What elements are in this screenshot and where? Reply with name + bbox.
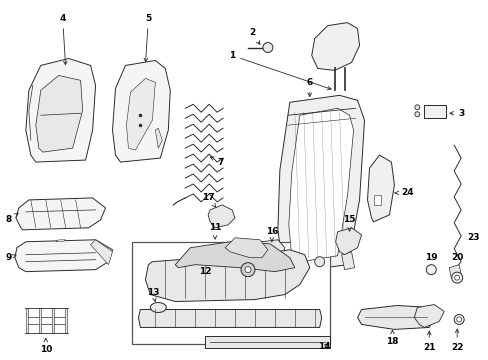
Text: 11: 11 — [208, 223, 221, 239]
Polygon shape — [413, 305, 443, 328]
Circle shape — [314, 257, 324, 267]
Text: 9: 9 — [6, 253, 16, 262]
Polygon shape — [90, 240, 112, 265]
Polygon shape — [64, 307, 66, 333]
Bar — [205, 336, 329, 348]
Polygon shape — [52, 307, 54, 333]
Polygon shape — [56, 240, 65, 242]
Polygon shape — [341, 252, 354, 270]
Polygon shape — [285, 255, 294, 272]
Text: 13: 13 — [147, 288, 159, 302]
Text: 22: 22 — [450, 329, 463, 352]
Polygon shape — [224, 238, 267, 258]
Text: 3: 3 — [449, 109, 463, 118]
Text: 23: 23 — [466, 233, 478, 242]
Polygon shape — [26, 58, 95, 162]
Text: 4: 4 — [60, 14, 67, 65]
Polygon shape — [126, 78, 155, 150]
Circle shape — [241, 263, 254, 276]
Circle shape — [426, 265, 435, 275]
Circle shape — [414, 112, 419, 117]
Text: 18: 18 — [386, 330, 398, 346]
Text: 17: 17 — [202, 193, 216, 207]
Polygon shape — [374, 195, 381, 205]
Text: 2: 2 — [248, 28, 259, 44]
Circle shape — [244, 267, 250, 273]
Text: 21: 21 — [422, 331, 435, 352]
Polygon shape — [367, 155, 394, 222]
Polygon shape — [145, 250, 309, 302]
Circle shape — [456, 317, 461, 322]
Text: 8: 8 — [6, 213, 18, 224]
Polygon shape — [175, 242, 294, 272]
Polygon shape — [36, 75, 82, 152]
Polygon shape — [26, 307, 28, 333]
Circle shape — [263, 42, 272, 53]
Polygon shape — [288, 108, 353, 262]
Polygon shape — [258, 240, 285, 260]
Polygon shape — [15, 240, 112, 272]
Text: 6: 6 — [306, 78, 312, 96]
Polygon shape — [277, 95, 364, 272]
Polygon shape — [138, 310, 321, 328]
Polygon shape — [39, 307, 41, 333]
Text: 7: 7 — [210, 157, 223, 167]
Circle shape — [414, 105, 419, 110]
Polygon shape — [357, 306, 433, 329]
Circle shape — [454, 275, 459, 280]
Polygon shape — [311, 23, 359, 71]
Polygon shape — [335, 228, 361, 255]
Text: 12: 12 — [199, 267, 211, 276]
Polygon shape — [208, 205, 235, 228]
Text: 16: 16 — [265, 227, 278, 242]
Bar — [132, 242, 329, 345]
Text: 19: 19 — [424, 253, 437, 262]
Text: 24: 24 — [394, 188, 413, 197]
Circle shape — [451, 272, 462, 283]
Text: 10: 10 — [40, 338, 52, 354]
Text: 15: 15 — [343, 215, 355, 231]
Polygon shape — [155, 128, 162, 148]
Ellipse shape — [150, 302, 166, 312]
Polygon shape — [448, 265, 460, 278]
Text: 5: 5 — [144, 14, 151, 62]
Circle shape — [453, 315, 463, 324]
Text: 1: 1 — [228, 51, 330, 90]
Polygon shape — [16, 198, 105, 230]
Bar — [424, 105, 446, 118]
Text: 14: 14 — [318, 342, 330, 351]
Text: 20: 20 — [450, 253, 463, 262]
Polygon shape — [112, 60, 170, 162]
